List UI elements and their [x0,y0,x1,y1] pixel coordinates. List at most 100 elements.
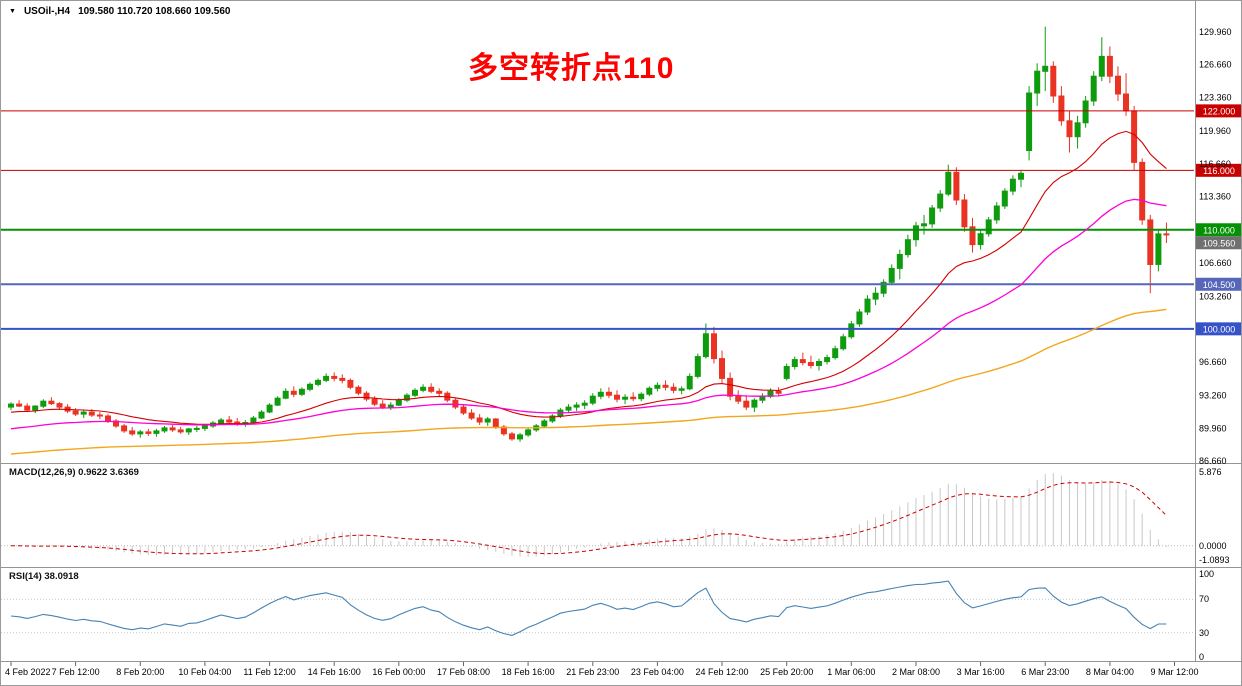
candle-body [282,390,289,399]
candle-body [1090,75,1097,102]
price-level-badge [1196,223,1241,237]
price-axis-label: 129.960 [1199,27,1232,37]
candle-body [1058,95,1065,122]
rsi-axis-label: 100 [1199,569,1214,579]
macd-signal-line [11,481,1167,555]
time-axis-label: 7 Feb 12:00 [52,667,100,677]
candle-body [1123,93,1129,112]
time-axis-label: 2 Mar 08:00 [892,667,940,677]
candle-body [153,430,160,434]
candle-body [735,395,742,402]
candle-body [880,281,887,294]
candle-body [969,226,976,246]
candle-body [1066,120,1073,138]
candle-body [121,425,128,432]
macd-values: 0.9622 3.6369 [78,467,139,478]
candle-body [702,333,709,358]
candle-body [428,386,435,392]
time-axis-label: 3 Mar 16:00 [957,667,1005,677]
rsi-name: RSI(14) [9,571,42,582]
candle-body [177,429,184,433]
annotation-text[interactable]: 多空转折点110 [468,52,675,85]
candle-body [80,411,87,415]
candle-body [96,414,103,417]
candle-body [646,387,653,395]
rsi-axis-label: 70 [1199,594,1209,604]
candle-body [218,419,225,424]
candle-body [32,405,39,411]
candle-body [945,171,952,195]
candle-body [1115,75,1121,95]
ma-line-45 [10,198,1167,430]
candle-body [541,420,548,427]
candle-body [387,404,394,408]
candle-body [921,223,927,227]
candle-body [581,402,588,406]
candle-body [517,434,523,440]
candle-body [185,428,192,433]
candle-body [864,298,871,313]
candle-body [509,433,515,440]
price-level-badge-label: 100.000 [1203,324,1236,334]
candle-body [315,379,321,385]
ohlc-values: 109.580 110.720 108.660 109.560 [78,6,231,17]
candle-body [355,386,362,394]
candle-body [848,323,855,338]
candle-body [145,431,152,434]
time-axis-label: 17 Feb 08:00 [437,667,490,677]
price-axis-label: 123.360 [1199,92,1232,102]
candle-body [953,171,960,201]
candle-body [686,375,693,390]
candle-body [1163,233,1170,236]
candle-body [1034,70,1041,94]
candle-body [1147,219,1154,265]
candle-body [363,392,370,400]
candle-body [460,406,467,414]
candle-body [791,359,798,368]
time-axis-label: 6 Mar 23:00 [1021,667,1069,677]
time-axis-label: 21 Feb 23:00 [566,667,619,677]
candle-body [751,399,758,408]
expand-arrow-icon[interactable]: ▼ [9,7,16,15]
candle-body [840,336,847,350]
price-level-badge [1196,277,1241,291]
candle-body [1042,65,1049,72]
candle-body [161,427,168,432]
candle-body [266,404,273,413]
rsi-axis-label: 0 [1199,652,1204,662]
candle-body [937,193,944,209]
candle-body [1001,190,1008,207]
candle-body [307,383,313,390]
candle-body [403,394,410,401]
candle-body [977,233,984,246]
candle-body [913,225,919,241]
candle-body [993,205,1000,221]
candle-body [8,403,14,408]
macd-label: MACD(12,26,9) 0.9622 3.6369 [9,467,139,478]
price-level-badge [1196,163,1241,177]
time-axis-label: 1 Mar 06:00 [827,667,875,677]
candle-body [1139,161,1146,221]
price-axis-label: 106.660 [1199,258,1232,268]
price-level-badge-label: 122.000 [1203,106,1236,116]
candle-body [614,394,620,400]
candle-body [371,398,378,405]
candle-body [678,388,685,391]
candle-body [824,357,831,363]
rsi-label: RSI(14) 38.0918 [9,571,79,582]
chart-title: ▼ USOil-,H4 109.580 110.720 108.660 109.… [9,6,230,17]
price-level-badge [1196,104,1241,118]
candle-body [331,375,338,379]
price-axis-label: 103.260 [1199,292,1232,302]
candle-body [1074,122,1081,138]
candle-body [395,399,402,406]
symbol-timeframe-label: USOil-,H4 [23,6,71,17]
price-axis-label: 116.660 [1199,159,1231,169]
candle-body [1082,100,1089,124]
price-axis-label: 126.660 [1199,60,1232,70]
candle-body [226,419,233,423]
candle-body [339,377,346,381]
candle-body [872,292,879,300]
candle-body [654,384,661,389]
